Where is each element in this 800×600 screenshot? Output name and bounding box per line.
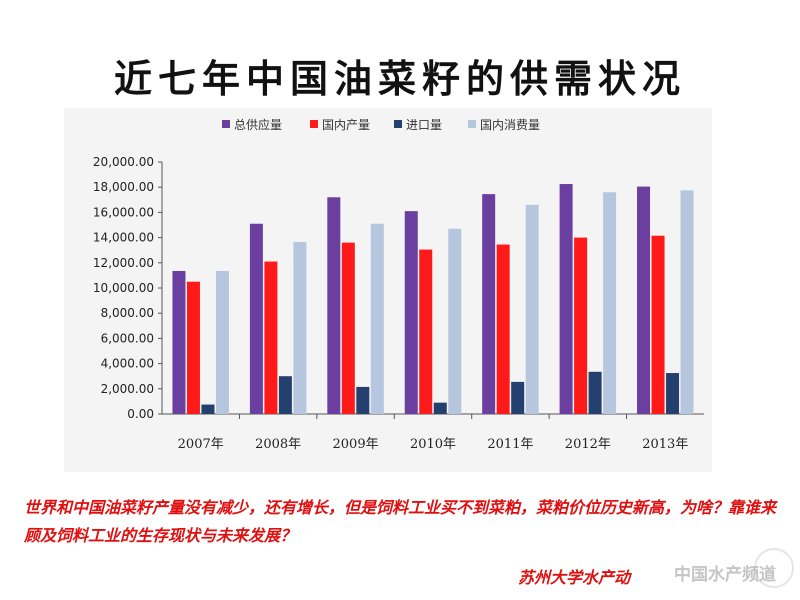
bar xyxy=(448,228,462,414)
bar xyxy=(496,244,510,414)
bar xyxy=(215,270,229,414)
bar xyxy=(651,235,665,414)
bar xyxy=(603,192,617,414)
caption-text: 世界和中国油菜籽产量没有减少，还有增长，但是饲料工业买不到菜粕，菜粕价位历史新高… xyxy=(24,498,777,545)
legend-swatch xyxy=(310,120,318,128)
bar xyxy=(370,223,384,414)
bar xyxy=(419,249,433,414)
legend-label: 国内消费量 xyxy=(480,118,540,132)
y-tick-label: 0.00 xyxy=(127,407,154,421)
source-credit: 苏州大学水产动 xyxy=(517,568,630,587)
bar xyxy=(559,184,573,414)
bar xyxy=(511,381,525,414)
bar xyxy=(249,223,263,414)
bar xyxy=(525,204,539,414)
y-tick-label: 6,000.00 xyxy=(101,331,154,345)
x-tick-label: 2010年 xyxy=(410,437,456,452)
slide-title: 近七年中国油菜籽的供需状况 xyxy=(113,56,686,101)
y-tick-label: 4,000.00 xyxy=(101,357,154,371)
legend-swatch xyxy=(222,120,230,128)
bar xyxy=(588,371,602,414)
bar xyxy=(341,242,355,414)
x-tick-label: 2011年 xyxy=(487,437,533,452)
legend-label: 国内产量 xyxy=(322,118,370,132)
bar-chart: 总供应量 国内产量 进口量 国内消费量 0.00 2,000.00 4,000.00 6,00… xyxy=(93,117,704,452)
y-tick-label: 20,000.00 xyxy=(93,155,154,169)
bar xyxy=(293,242,307,414)
bar xyxy=(574,237,588,414)
x-tick-label: 2012年 xyxy=(565,437,611,452)
x-tick-label: 2009年 xyxy=(333,437,379,452)
legend-label: 进口量 xyxy=(406,118,442,132)
y-tick-label: 10,000.00 xyxy=(93,281,154,295)
bar xyxy=(201,404,215,414)
y-tick-label: 18,000.00 xyxy=(93,180,154,194)
bar xyxy=(637,186,651,414)
bar xyxy=(680,190,694,414)
legend-swatch xyxy=(394,120,402,128)
chart-panel: 总供应量 国内产量 进口量 国内消费量 0.00 2,000.00 4,000.00 6,00… xyxy=(64,108,712,472)
bar xyxy=(404,211,418,414)
bar xyxy=(666,373,680,414)
x-tick-label: 2013年 xyxy=(642,437,688,452)
y-tick-label: 16,000.00 xyxy=(93,205,154,219)
y-tick-label: 12,000.00 xyxy=(93,256,154,270)
x-tick-label: 2007年 xyxy=(178,437,224,452)
bar xyxy=(264,261,278,414)
x-tick-label: 2008年 xyxy=(255,437,301,452)
bar xyxy=(278,376,292,414)
bar xyxy=(327,197,341,414)
bar xyxy=(186,281,200,414)
y-tick-label: 8,000.00 xyxy=(101,306,154,320)
bar xyxy=(172,270,186,414)
y-tick-label: 2,000.00 xyxy=(101,382,154,396)
bar xyxy=(433,402,447,414)
bar xyxy=(482,194,496,414)
y-tick-label: 14,000.00 xyxy=(93,231,154,245)
globe-icon xyxy=(754,548,794,588)
watermark: 中国水产频道 xyxy=(674,565,776,585)
legend-swatch xyxy=(468,120,476,128)
legend-label: 总供应量 xyxy=(234,117,282,132)
bar xyxy=(356,386,370,414)
